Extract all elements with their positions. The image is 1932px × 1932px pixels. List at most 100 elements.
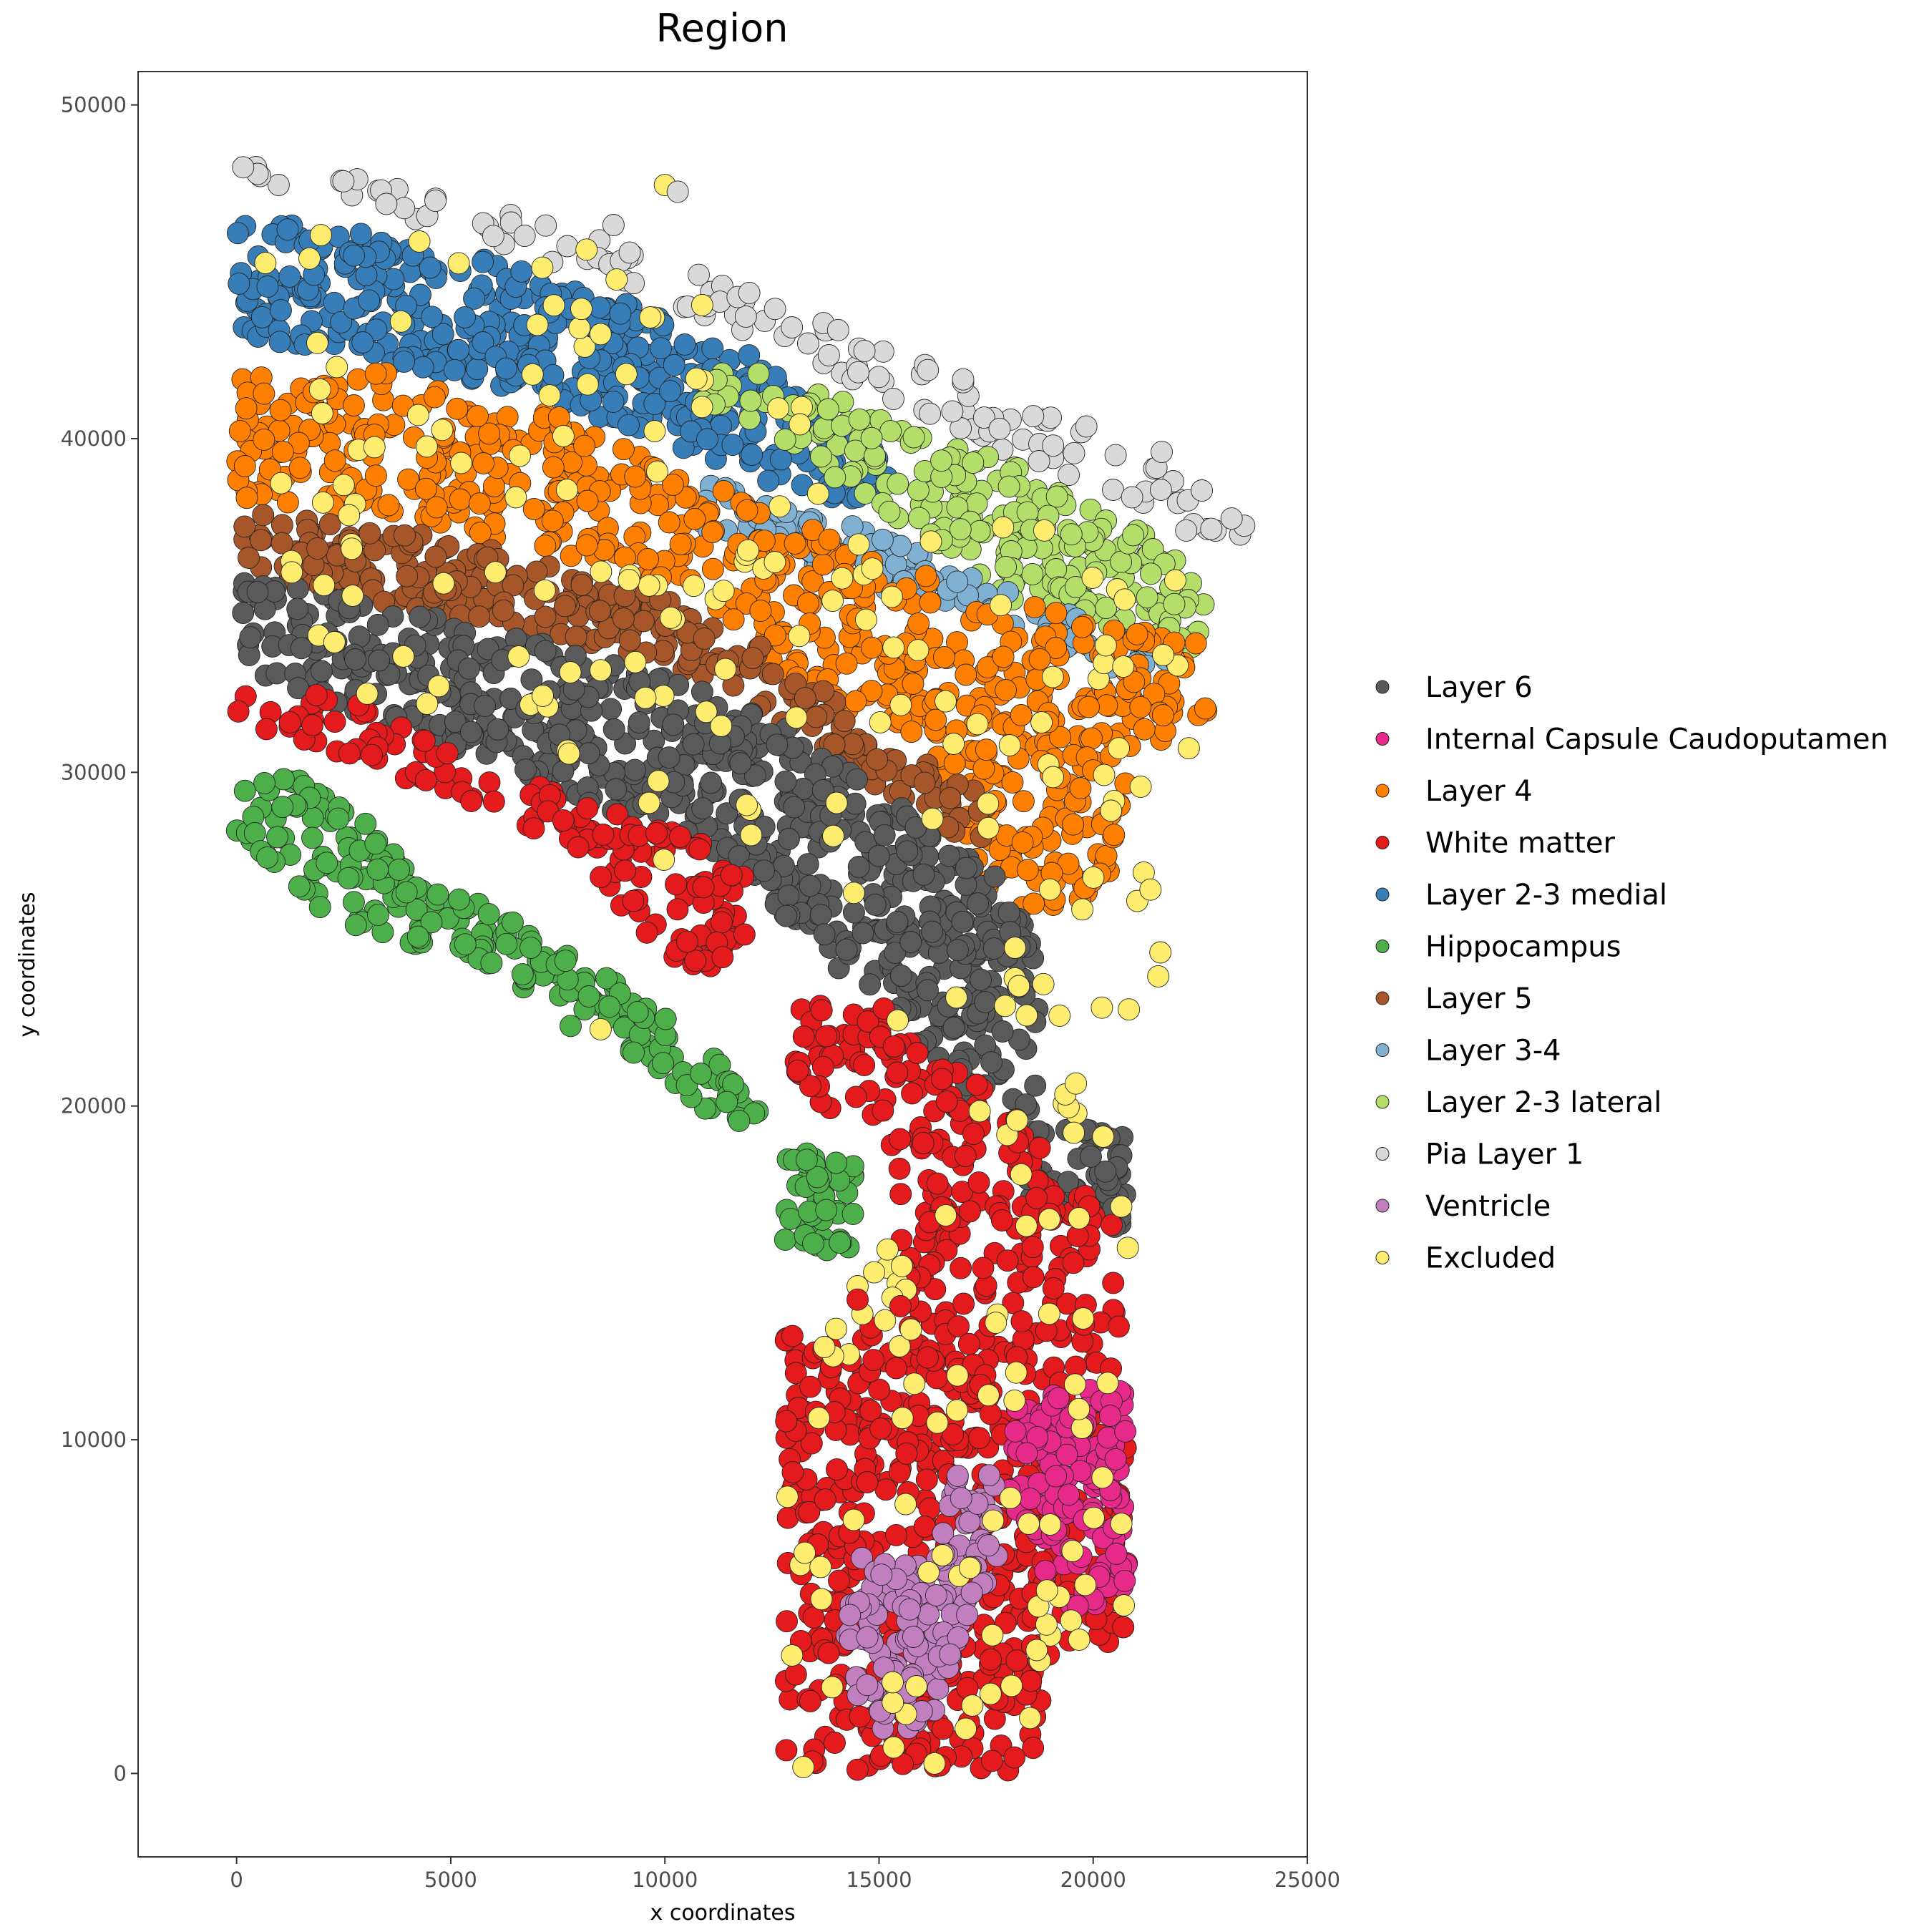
data-point bbox=[1010, 704, 1033, 726]
data-point bbox=[926, 1172, 949, 1195]
data-point bbox=[994, 995, 1017, 1018]
data-point bbox=[846, 1758, 869, 1781]
data-point bbox=[700, 771, 723, 794]
data-point bbox=[876, 1238, 899, 1261]
data-point bbox=[463, 287, 486, 310]
data-point bbox=[310, 224, 332, 247]
data-point bbox=[1151, 704, 1174, 727]
data-point bbox=[1005, 1361, 1028, 1384]
data-point bbox=[1028, 450, 1050, 472]
legend-label: Layer 6 bbox=[1425, 671, 1533, 704]
data-point bbox=[884, 1523, 907, 1546]
data-point bbox=[894, 1493, 917, 1516]
data-point bbox=[1025, 1186, 1048, 1209]
data-point bbox=[276, 491, 299, 514]
data-point bbox=[638, 574, 660, 597]
data-point bbox=[1200, 517, 1223, 540]
data-point bbox=[639, 306, 662, 328]
data-point bbox=[472, 452, 495, 474]
data-point bbox=[988, 417, 1011, 440]
data-point bbox=[342, 891, 365, 914]
data-point bbox=[226, 222, 249, 245]
data-point bbox=[1114, 1420, 1137, 1443]
data-point bbox=[605, 268, 628, 291]
data-point bbox=[736, 794, 758, 816]
data-point bbox=[1060, 523, 1083, 546]
data-point bbox=[602, 718, 625, 741]
data-point bbox=[246, 580, 269, 603]
data-point bbox=[775, 1739, 798, 1762]
data-point bbox=[271, 796, 294, 819]
data-point bbox=[852, 922, 874, 945]
data-point bbox=[288, 875, 311, 898]
data-point bbox=[534, 640, 557, 663]
legend-key bbox=[1375, 991, 1390, 1005]
data-point bbox=[972, 1257, 995, 1279]
data-point bbox=[1065, 1072, 1088, 1095]
data-point bbox=[589, 1018, 612, 1040]
data-point bbox=[931, 1544, 954, 1566]
data-point bbox=[1034, 1560, 1057, 1582]
data-point bbox=[504, 486, 527, 509]
data-point bbox=[1121, 486, 1143, 509]
data-point bbox=[853, 1054, 876, 1077]
data-point bbox=[817, 344, 840, 366]
data-point bbox=[712, 580, 735, 602]
data-point bbox=[739, 389, 762, 412]
data-point bbox=[375, 192, 398, 215]
data-point bbox=[1093, 763, 1116, 786]
data-point bbox=[326, 356, 348, 379]
data-point bbox=[232, 602, 255, 625]
data-point bbox=[710, 715, 733, 737]
data-point bbox=[1019, 1488, 1042, 1511]
data-point bbox=[861, 557, 884, 580]
data-point bbox=[278, 265, 301, 288]
data-point bbox=[541, 509, 564, 532]
data-point bbox=[805, 706, 828, 728]
data-point bbox=[313, 574, 336, 597]
data-point bbox=[349, 223, 372, 245]
legend-key bbox=[1375, 940, 1390, 953]
data-point bbox=[898, 1598, 921, 1621]
data-point bbox=[270, 472, 293, 494]
data-point bbox=[526, 313, 549, 336]
data-point bbox=[1194, 697, 1216, 720]
data-point bbox=[970, 968, 992, 991]
data-point bbox=[825, 1317, 847, 1340]
data-point bbox=[338, 742, 361, 765]
data-point bbox=[1113, 1569, 1136, 1592]
data-point bbox=[392, 645, 415, 668]
data-point bbox=[647, 770, 670, 792]
data-point bbox=[552, 424, 575, 447]
data-point bbox=[450, 452, 473, 474]
data-point bbox=[902, 426, 925, 449]
data-point bbox=[872, 340, 894, 363]
legend-label: Layer 2-3 lateral bbox=[1425, 1086, 1662, 1119]
data-point bbox=[1028, 648, 1051, 670]
data-point bbox=[792, 1756, 815, 1779]
data-point bbox=[1060, 1609, 1083, 1632]
legend-label: Layer 2-3 medial bbox=[1425, 879, 1667, 912]
data-point bbox=[358, 289, 381, 312]
data-point bbox=[576, 797, 599, 820]
data-point bbox=[696, 428, 718, 451]
data-point bbox=[590, 560, 613, 583]
data-point bbox=[232, 156, 255, 179]
data-point bbox=[887, 472, 909, 495]
legend-key bbox=[1375, 836, 1390, 849]
data-point bbox=[250, 306, 273, 328]
data-point bbox=[1021, 1236, 1044, 1259]
data-point bbox=[919, 591, 942, 614]
data-point bbox=[924, 1584, 947, 1606]
data-point bbox=[815, 1199, 838, 1221]
data-point bbox=[905, 1675, 928, 1697]
data-point bbox=[468, 492, 491, 515]
data-point bbox=[1091, 1466, 1114, 1489]
data-point bbox=[975, 738, 997, 761]
data-point bbox=[492, 599, 514, 622]
data-point bbox=[645, 821, 668, 844]
data-point bbox=[411, 356, 434, 379]
data-point bbox=[977, 1534, 1000, 1557]
data-point bbox=[341, 537, 364, 560]
x-tick-label: 5000 bbox=[424, 1868, 477, 1892]
